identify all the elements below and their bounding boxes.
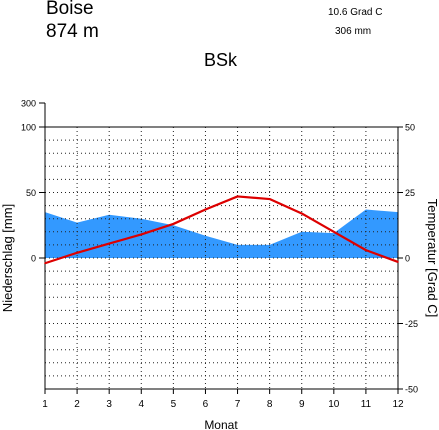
temperature-point xyxy=(140,233,143,236)
temperature-point xyxy=(365,249,367,251)
station-name: Boise xyxy=(46,0,94,19)
temperature-point xyxy=(204,208,207,211)
x-tick-label: 10 xyxy=(328,399,340,410)
right-tick-label: 50 xyxy=(405,123,415,133)
left-tick-label: 300 xyxy=(21,99,36,109)
left-tick-label: 0 xyxy=(31,254,36,264)
x-tick-label: 9 xyxy=(299,399,305,410)
temperature-point xyxy=(268,198,271,200)
temperature-point xyxy=(397,261,399,263)
x-tick-label: 2 xyxy=(74,399,80,410)
right-tick-label: -25 xyxy=(405,319,418,329)
right-tick-label: -50 xyxy=(405,385,418,395)
precipitation-area xyxy=(45,209,398,258)
x-tick-label: 8 xyxy=(267,399,273,410)
x-tick-label: 5 xyxy=(171,399,177,410)
x-tick-label: 3 xyxy=(106,399,112,410)
grid-layer xyxy=(45,127,398,389)
x-axis-label: Monat xyxy=(204,418,238,430)
right-tick-label: 0 xyxy=(405,254,410,264)
x-tick-label: 7 xyxy=(235,399,241,410)
temperature-point xyxy=(76,251,78,254)
y-axis-left-label: Niederschlag [mm] xyxy=(0,204,15,312)
temperature-point xyxy=(333,231,335,233)
temperature-point xyxy=(108,242,110,245)
left-tick-label: 100 xyxy=(21,123,36,133)
precipitation-area-layer xyxy=(45,209,398,258)
x-tick-label: 11 xyxy=(361,399,372,410)
station-elevation: 874 m xyxy=(46,21,99,42)
temperature-line xyxy=(44,195,399,265)
x-tick-label: 1 xyxy=(42,399,48,410)
annual-precipitation: 306 mm xyxy=(335,26,372,37)
temperature-point xyxy=(44,262,46,265)
x-tick-label: 6 xyxy=(203,399,209,410)
y-axis-right-label: Temperatur [Grad C] xyxy=(425,199,439,318)
x-tick-label: 12 xyxy=(392,399,404,410)
temperature-point xyxy=(172,223,175,225)
temperature-line-layer xyxy=(44,195,399,265)
temperature-point xyxy=(300,212,303,215)
left-tick-label: 50 xyxy=(26,188,36,198)
climate-classification: BSk xyxy=(204,50,238,70)
annual-mean-temperature: 10.6 Grad C xyxy=(328,7,383,18)
temperature-point xyxy=(236,195,239,198)
x-tick-label: 4 xyxy=(138,399,144,410)
right-tick-label: 25 xyxy=(405,188,415,198)
